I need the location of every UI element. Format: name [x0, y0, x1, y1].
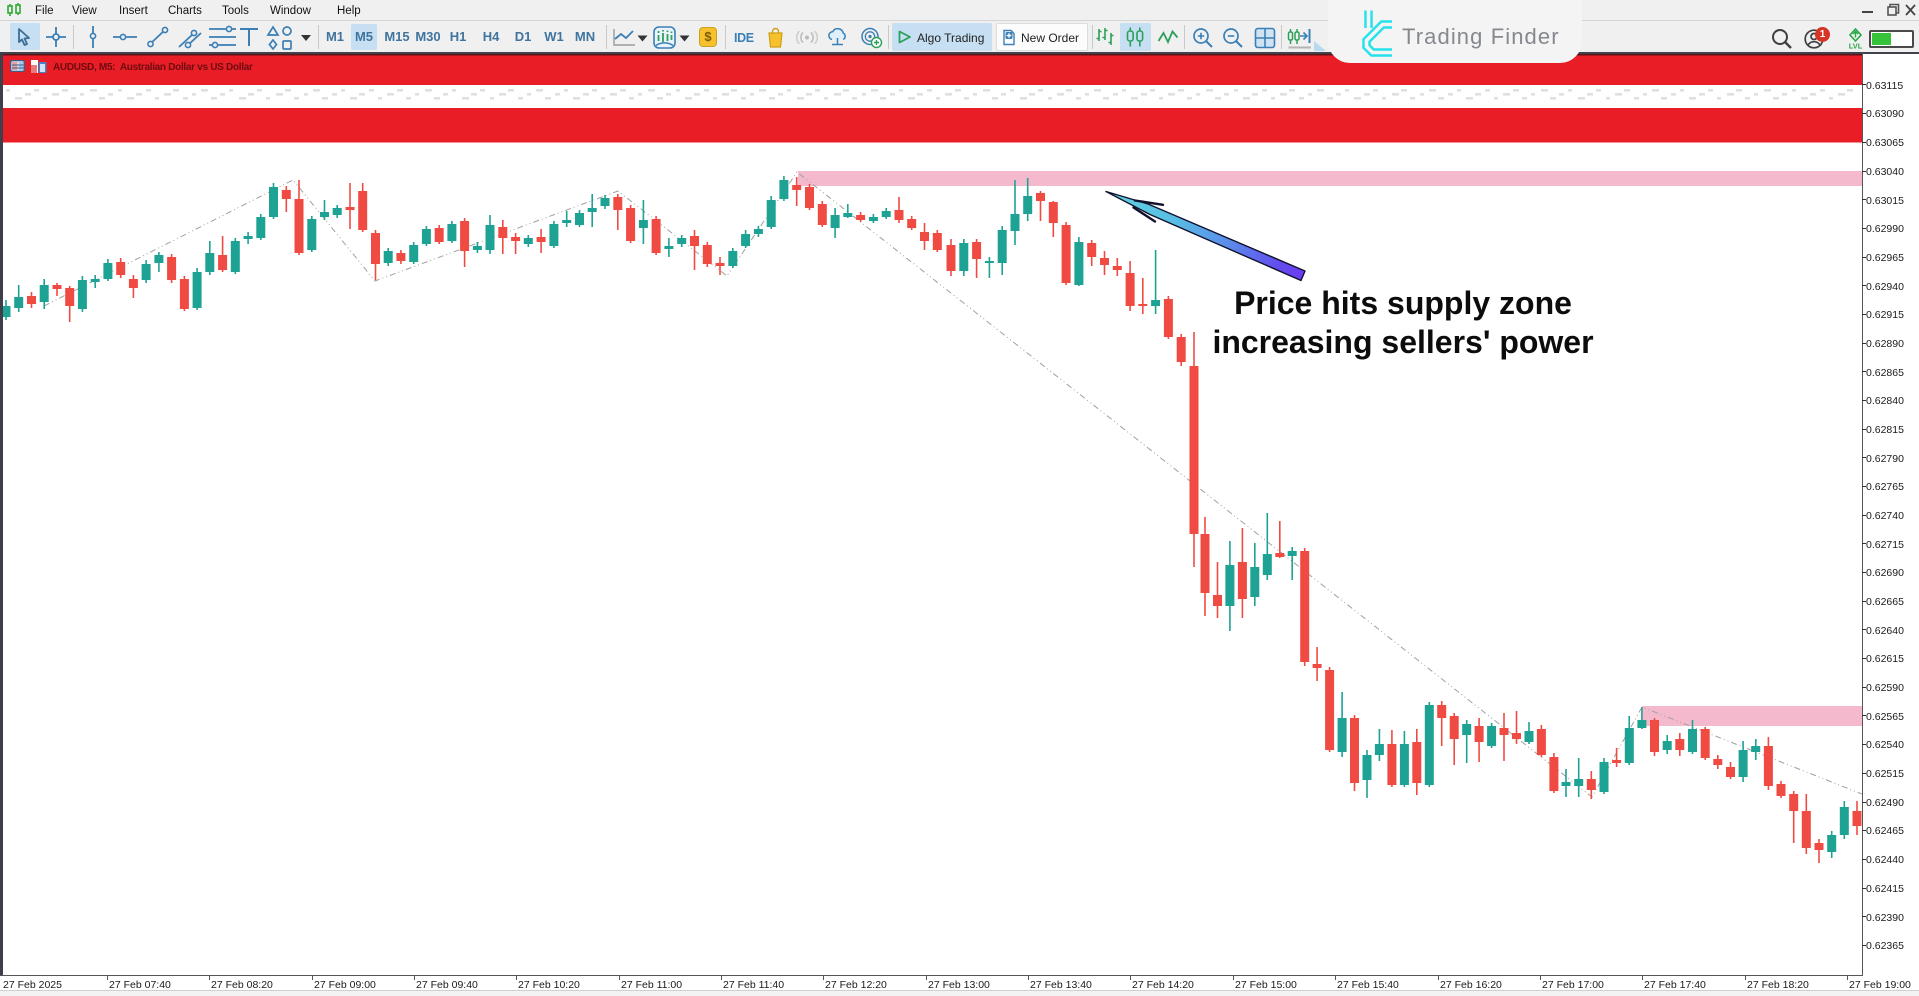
svg-text:LVL: LVL	[1849, 42, 1863, 50]
